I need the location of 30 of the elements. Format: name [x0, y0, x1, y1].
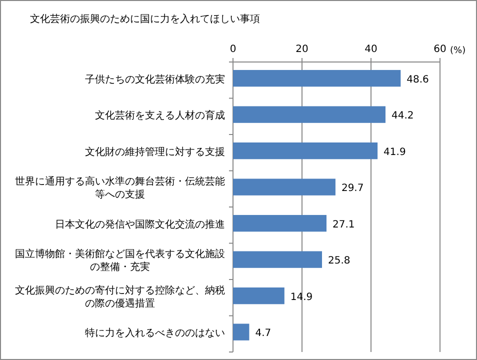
y-tick-label: 世界に通用する高い水準の舞台芸術・伝統芸能等への支援 — [15, 176, 225, 201]
y-tick-label: 子供たちの文化芸術体験の充実 — [85, 73, 225, 86]
data-label: 27.1 — [332, 219, 355, 230]
bar — [233, 178, 336, 196]
text: 文化芸術の振興のために国に力を入れてほしい事項 — [30, 13, 260, 25]
data-label: 4.7 — [255, 328, 272, 340]
x-tick-label: 0 — [230, 44, 236, 55]
bar — [233, 324, 250, 340]
bar — [233, 214, 326, 232]
data-label: 29.7 — [341, 183, 364, 194]
bar — [233, 70, 401, 87]
bar — [233, 142, 378, 160]
x-tick-label: 60 — [434, 44, 446, 55]
x-axis-title: (%) — [450, 46, 466, 56]
bar — [233, 287, 284, 304]
data-label: 44.2 — [391, 110, 414, 122]
data-label: 41.9 — [384, 146, 406, 158]
y-tick-label: 文化芸術を支える人材の育成 — [95, 110, 225, 122]
y-tick-label: 特に力を入れるべきののはない — [85, 327, 225, 340]
y-tick-label: 国立博物館・美術館など国を代表する文化施設の整備・充実 — [15, 248, 225, 274]
data-label: 48.6 — [406, 74, 429, 86]
bar — [233, 251, 322, 268]
data-label: 14.9 — [290, 292, 313, 303]
y-tick-label: 日本文化の発信や国際文化交流の推進 — [55, 218, 225, 230]
x-tick-label: 40 — [364, 44, 378, 55]
bar — [233, 106, 386, 123]
data-label: 25.8 — [328, 256, 350, 267]
x-tick-label: 20 — [296, 44, 308, 55]
y-tick-label: 文化財の維持管理に対する支援 — [85, 146, 225, 158]
y-tick-label: 文化振興のための寄付に対する控除など、納税の際の優遇措置 — [15, 284, 225, 310]
